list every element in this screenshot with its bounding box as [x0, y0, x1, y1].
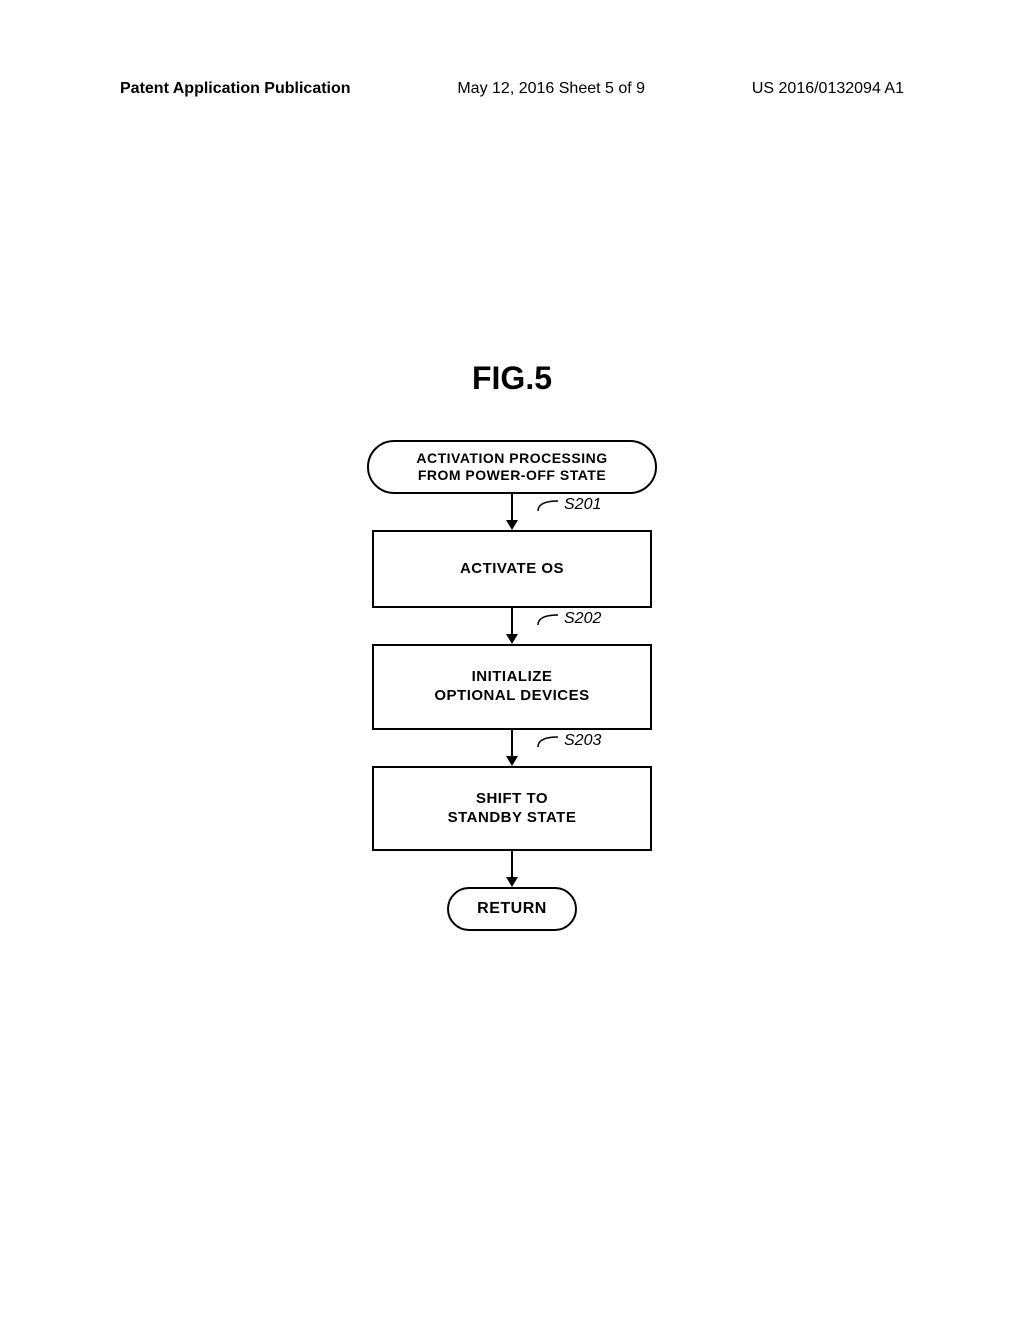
page-header: Patent Application Publication May 12, 2…: [0, 80, 1024, 98]
flowchart-end-terminal: RETURN: [447, 887, 577, 930]
step-label-s202: S202: [536, 610, 601, 628]
start-line-1: ACTIVATION PROCESSING: [416, 450, 607, 466]
process-shift-standby: SHIFT TO STANDBY STATE: [372, 766, 652, 852]
end-text: RETURN: [477, 900, 547, 917]
header-pub-number: US 2016/0132094 A1: [752, 80, 904, 98]
flowchart-start-terminal: ACTIVATION PROCESSING FROM POWER-OFF STA…: [367, 440, 657, 494]
process-line-2: OPTIONAL DEVICES: [434, 687, 589, 704]
process-activate-os: ACTIVATE OS: [372, 530, 652, 609]
leader-curve-icon: [536, 733, 560, 749]
header-date-sheet: May 12, 2016 Sheet 5 of 9: [457, 80, 645, 98]
process-line-1: SHIFT TO: [476, 790, 548, 807]
connector-arrow: S203: [506, 730, 518, 766]
header-publication: Patent Application Publication: [120, 80, 351, 98]
step-label-s201: S201: [536, 496, 601, 514]
leader-curve-icon: [536, 497, 560, 513]
connector-arrow: S202: [506, 608, 518, 644]
step-label-s203: S203: [536, 732, 601, 750]
connector-arrow: S201: [506, 494, 518, 530]
start-line-2: FROM POWER-OFF STATE: [418, 467, 606, 483]
leader-curve-icon: [536, 611, 560, 627]
figure-title: FIG.5: [472, 360, 552, 397]
flowchart: ACTIVATION PROCESSING FROM POWER-OFF STA…: [367, 440, 657, 931]
process-text: ACTIVATE OS: [460, 560, 564, 577]
process-line-2: STANDBY STATE: [448, 809, 577, 826]
process-initialize-devices: INITIALIZE OPTIONAL DEVICES: [372, 644, 652, 730]
connector-arrow: [506, 851, 518, 887]
process-line-1: INITIALIZE: [472, 668, 553, 685]
